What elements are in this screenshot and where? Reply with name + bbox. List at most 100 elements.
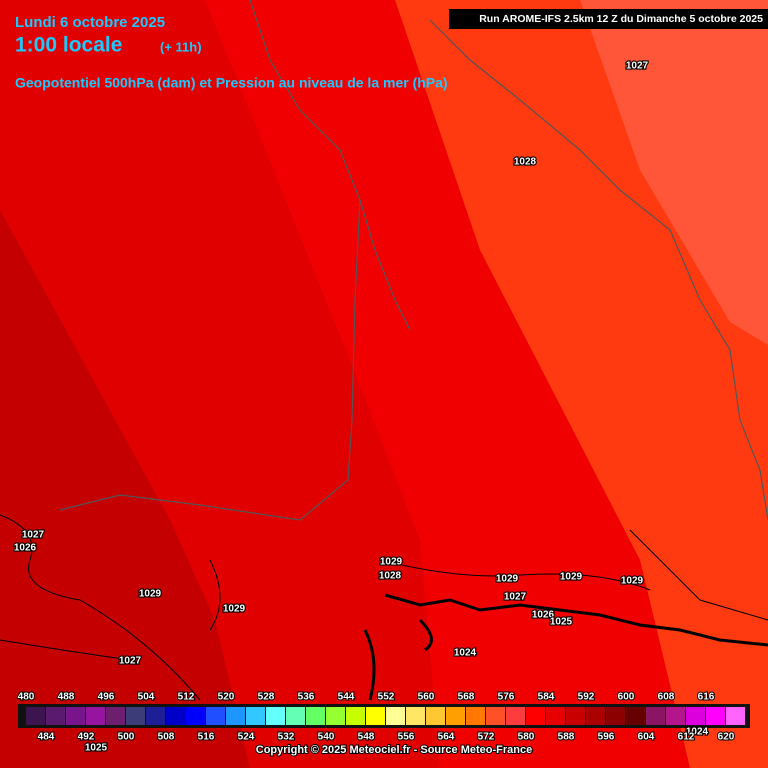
legend-label: 500 [118,732,135,743]
legend-label: 588 [558,732,575,743]
legend-swatch [666,707,685,725]
isobar-label: 1029 [621,576,644,587]
legend-swatch [586,707,605,725]
field-band [580,0,768,345]
isobar-label: 1025 [85,743,108,754]
legend-label: 592 [578,692,595,703]
legend-label: 504 [138,692,155,703]
legend-swatch [566,707,585,725]
forecast-time: 1:00 locale [15,34,122,57]
field-band [0,210,250,768]
legend-swatch [66,707,85,725]
legend-label: 608 [658,692,675,703]
legend-label: 512 [178,692,195,703]
map-title: Geopotentiel 500hPa (dam) et Pression au… [15,75,448,91]
run-info: Run AROME-IFS 2.5km 12 Z du Dimanche 5 o… [479,13,763,25]
isobar-label: 1029 [496,574,519,585]
legend-swatch [266,707,285,725]
legend-label: 548 [358,732,375,743]
coastline [59,0,768,521]
isobar-label: 1026 [532,610,555,621]
legend-swatch [606,707,625,725]
legend-label: 536 [298,692,315,703]
legend-swatch [106,707,125,725]
isobar-label: 1027 [119,656,142,667]
legend-swatch [306,707,325,725]
legend-swatch [146,707,165,725]
forecast-date: Lundi 6 octobre 2025 [15,14,165,31]
legend-swatch [546,707,565,725]
legend-label: 580 [518,732,535,743]
legend-label: 480 [18,692,35,703]
legend-swatch [686,707,705,725]
legend-swatch [426,707,445,725]
isobar-label: 1025 [550,617,573,628]
legend-swatch [246,707,265,725]
legend-swatch [486,707,505,725]
legend-label: 564 [438,732,455,743]
legend-label: 492 [78,732,95,743]
legend-label: 612 [678,732,695,743]
legend-label: 556 [398,732,415,743]
legend-swatch [26,707,45,725]
legend-label: 620 [718,732,735,743]
legend-label: 484 [38,732,55,743]
isobar-label: 1029 [380,557,403,568]
isobar-label: 1027 [626,61,649,72]
legend-swatch [346,707,365,725]
legend-label: 552 [378,692,395,703]
isobar-lines [0,514,768,701]
isobar-label: 1028 [514,157,537,168]
run-banner [449,9,768,29]
isobar-label: 1024 [686,727,709,738]
isobar-label: 1029 [560,572,583,583]
legend-swatch [286,707,305,725]
legend-swatch [446,707,465,725]
legend-swatch [126,707,145,725]
legend-label: 544 [338,692,355,703]
isobar-label: 1026 [14,543,37,554]
legend-label: 600 [618,692,635,703]
legend-label: 508 [158,732,175,743]
legend-label: 532 [278,732,295,743]
legend-label: 524 [238,732,255,743]
lead-time: (+ 11h) [160,39,202,54]
legend-label: 568 [458,692,475,703]
isobar-label: 1028 [379,571,402,582]
isobar-label: 1029 [139,589,162,600]
legend-label: 488 [58,692,75,703]
legend-swatch [406,707,425,725]
isobar-label: 1024 [454,648,477,659]
legend-swatch [466,707,485,725]
legend-label: 576 [498,692,515,703]
legend-swatch [166,707,185,725]
copyright: Copyright © 2025 Meteociel.fr - Source M… [256,744,532,756]
legend-swatch [86,707,105,725]
isobar-label: 1029 [223,604,246,615]
legend-label: 496 [98,692,115,703]
legend-swatch [46,707,65,725]
legend-swatch [626,707,645,725]
legend-label: 540 [318,732,335,743]
legend-swatch [706,707,725,725]
legend-label: 516 [198,732,215,743]
legend-swatch [386,707,405,725]
legend-label: 584 [538,692,555,703]
legend-swatch [526,707,545,725]
legend-swatch [646,707,665,725]
legend-swatch [326,707,345,725]
legend-swatch [206,707,225,725]
legend-swatch [726,707,745,725]
isobar-label: 1027 [504,592,527,603]
legend-label: 560 [418,692,435,703]
legend-label: 572 [478,732,495,743]
legend-label: 596 [598,732,615,743]
legend-label: 616 [698,692,715,703]
legend-swatch [226,707,245,725]
legend-swatch [506,707,525,725]
legend-label: 604 [638,732,655,743]
legend-swatch [186,707,205,725]
legend-label: 520 [218,692,235,703]
isobar-label: 1027 [22,530,45,541]
